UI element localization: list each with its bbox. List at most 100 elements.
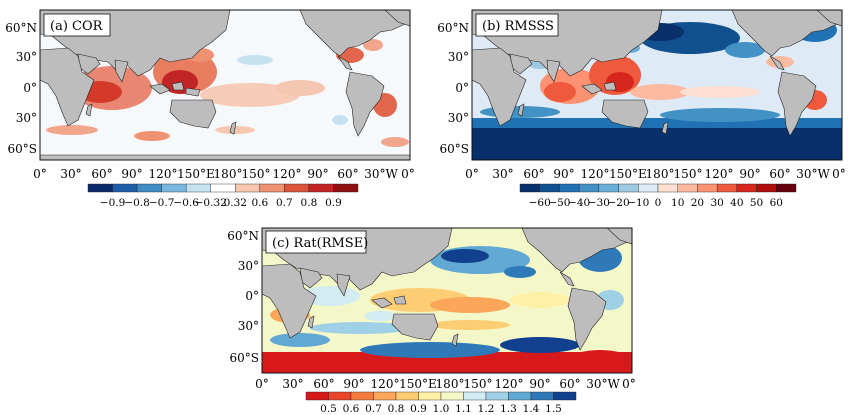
colorbar-swatch <box>578 183 600 193</box>
lon-label: 0° <box>622 377 636 391</box>
colorbar-tick-label: −10 <box>627 197 649 209</box>
lat-axis-labels: 60°N 30° 0° 30° 60°S <box>437 21 469 156</box>
lat-label: 60°S <box>230 351 260 365</box>
lon-label: 60° <box>559 377 580 391</box>
lon-label: 120° <box>581 167 610 181</box>
colorbar-tick-label: −50 <box>548 197 570 209</box>
colorbar-swatch <box>463 391 487 401</box>
colorbar-tick-label: 50 <box>750 197 763 209</box>
lat-label: 30° <box>238 259 259 273</box>
colorbar-swatch <box>716 183 738 193</box>
colorbar-tick-label: −0.8 <box>124 197 150 209</box>
lat-label: 0° <box>245 289 259 303</box>
colorbar-tick-label: 20 <box>691 197 704 209</box>
colorbar-tick-label: 1.2 <box>478 403 495 415</box>
lon-label: 120° <box>705 167 734 181</box>
lat-axis-labels: 60°N 30° 0° 30° 60°S <box>227 229 259 365</box>
colorbar-rat-rmse: 0.5 0.6 0.7 0.8 0.9 1.0 1.1 1.2 1.3 1.4 1.5 <box>305 391 577 415</box>
colorbar-tick-label: 40 <box>730 197 743 209</box>
colorbar-swatch <box>756 183 777 193</box>
colorbar-swatch <box>508 391 532 401</box>
colorbar-swatch <box>598 183 619 193</box>
lat-label: 60°S <box>8 142 38 156</box>
lat-label: 60°N <box>227 229 259 243</box>
colorbar-tick-label: 10 <box>671 197 684 209</box>
colorbar-tick-label: 1.5 <box>545 403 562 415</box>
lon-label: 0° <box>33 167 47 181</box>
lon-label: 120° <box>371 377 400 391</box>
panel-title: (c) Rat(RMSE) <box>272 236 368 251</box>
panel-rat-rmse: (c) Rat(RMSE) 60°N 30° 0° 30° 60°S 0° 30… <box>227 227 636 415</box>
colorbar-swatch <box>638 183 659 193</box>
colorbar-swatch <box>395 391 419 401</box>
colorbar-swatch <box>618 183 639 193</box>
colorbar-swatch <box>373 391 397 401</box>
lon-label: 150°E <box>609 167 647 181</box>
lon-label: 180° <box>436 377 465 391</box>
lat-label: 30° <box>16 111 37 125</box>
panel-title-box <box>43 13 111 37</box>
lon-label: 30°W <box>796 167 830 181</box>
colorbar-tick-label: −0.7 <box>149 197 175 209</box>
lon-label: 0° <box>465 167 479 181</box>
colorbar-swatch <box>553 391 577 401</box>
lon-label: 180° <box>214 167 243 181</box>
lon-label: 150° <box>674 167 703 181</box>
colorbar-tick-label: −60 <box>529 197 551 209</box>
lon-label: 30° <box>60 167 81 181</box>
lon-label: 120° <box>273 167 302 181</box>
colorbar-tick-label: 0.5 <box>320 403 337 415</box>
colorbar-rmsss: −60−50−40−30−20−10 0 10 20 30 40 50 60 <box>519 183 797 209</box>
colorbar-tick-label: 0.8 <box>388 403 405 415</box>
lon-label: 60° <box>769 167 790 181</box>
lon-label: 120° <box>495 377 524 391</box>
colorbar-swatch <box>677 183 698 193</box>
lat-label: 30° <box>16 50 37 64</box>
colorbar-swatch <box>350 391 374 401</box>
lon-label: 150°E <box>399 377 437 391</box>
colorbar-tick-label: −40 <box>568 197 590 209</box>
colorbar-tick-label: 1.3 <box>500 403 517 415</box>
lon-label: 90° <box>121 167 142 181</box>
lon-label: 30° <box>282 377 303 391</box>
colorbar-tick-label: 0 <box>655 197 662 209</box>
panel-title-box <box>475 13 559 37</box>
colorbar-swatch <box>235 183 261 193</box>
colorbar-tick-label: 0.9 <box>410 403 427 415</box>
colorbar-tick-label: 0.9 <box>325 197 342 209</box>
colorbar-tick-label: 0.6 <box>251 197 268 209</box>
lon-label: 60° <box>523 167 544 181</box>
lat-label: 30° <box>238 319 259 333</box>
colorbar-swatch <box>308 183 334 193</box>
colorbar-swatch <box>776 183 797 193</box>
colorbar-tick-label: 30 <box>710 197 723 209</box>
lon-label: 90° <box>307 167 328 181</box>
lon-axis-labels: 0° 30° 60° 90° 120° 150°E 180° 150° 120°… <box>255 377 636 391</box>
lon-label: 30° <box>492 167 513 181</box>
lon-label: 0° <box>255 377 269 391</box>
colorbar-swatch <box>657 183 678 193</box>
colorbar-swatch <box>736 183 757 193</box>
lon-label: 180° <box>646 167 675 181</box>
colorbar-swatch <box>305 391 329 401</box>
colorbar-tick-label: 0.32 <box>224 197 247 209</box>
lon-label: 0° <box>401 167 415 181</box>
lon-axis-labels: 0° 30° 60° 90° 120° 150°E 180° 150° 120°… <box>465 167 846 181</box>
colorbar-swatch <box>87 183 113 193</box>
lat-label: 30° <box>448 111 469 125</box>
lon-label: 30°W <box>364 167 398 181</box>
lat-label: 0° <box>23 81 37 95</box>
lon-label: 90° <box>739 167 760 181</box>
colorbar-swatch <box>440 391 464 401</box>
colorbar-tick-label: −0.6 <box>173 197 199 209</box>
lat-label: 0° <box>455 81 469 95</box>
lon-label: 90° <box>343 377 364 391</box>
panel-title: (b) RMSSS <box>482 19 554 34</box>
lon-label: 60° <box>337 167 358 181</box>
colorbar-swatch <box>161 183 187 193</box>
lon-axis-labels: 0° 30° 60° 90° 120° 150°E 180° 150° 120°… <box>33 167 415 181</box>
lon-label: 0° <box>832 167 846 181</box>
colorbar-tick-label: 1.0 <box>433 403 450 415</box>
lon-label: 60° <box>313 377 334 391</box>
